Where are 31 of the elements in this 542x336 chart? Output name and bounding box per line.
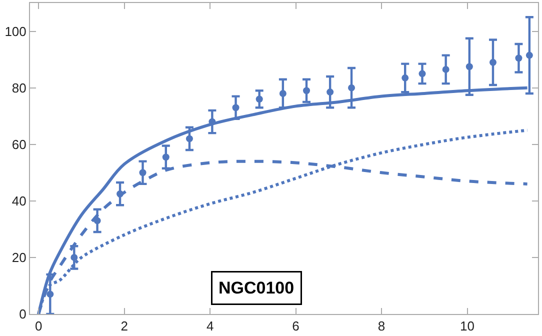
x-tick-label: 4	[206, 318, 214, 334]
x-tick-label: 8	[378, 318, 386, 334]
point	[526, 52, 533, 59]
y-tick-label: 60	[12, 136, 26, 152]
point	[303, 87, 310, 94]
point	[139, 169, 146, 176]
point	[186, 135, 193, 142]
point	[46, 290, 54, 298]
y-tick-label: 40	[12, 193, 26, 208]
point	[402, 74, 409, 82]
x-tick-label: 2	[120, 318, 128, 334]
point	[162, 154, 170, 161]
point	[466, 63, 473, 70]
point	[489, 58, 496, 66]
point	[418, 70, 426, 78]
y-tick-label: 20	[12, 250, 26, 265]
point	[442, 66, 450, 73]
point	[232, 104, 240, 112]
x-tick-label: 6	[292, 318, 300, 334]
point	[70, 254, 78, 261]
annotation: NGC0100	[218, 278, 294, 298]
point	[256, 96, 263, 103]
point	[326, 88, 334, 96]
y-tick-label: 0	[19, 306, 26, 322]
x-tick-label: 10	[460, 318, 475, 334]
point	[348, 84, 356, 92]
y-tick-label: 100	[4, 24, 26, 39]
point	[515, 54, 522, 62]
point	[279, 90, 286, 97]
x-tick-label: 0	[34, 318, 42, 334]
y-tick-label: 80	[12, 80, 26, 96]
